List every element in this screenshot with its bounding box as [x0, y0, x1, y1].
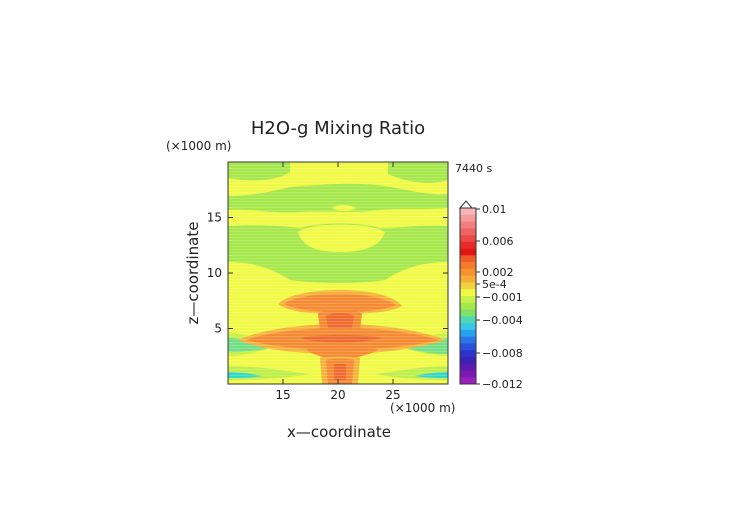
colorbar-swatch-7 — [460, 255, 476, 263]
colorbar-swatch-20 — [460, 343, 476, 351]
colorbar-swatch-8 — [460, 262, 476, 270]
colorbar-swatch-9 — [460, 268, 476, 276]
x-tick-label-1: 20 — [330, 388, 345, 402]
colorbar-swatch-2 — [460, 221, 476, 229]
colorbar-label-1: 0.006 — [482, 235, 514, 248]
colorbar-swatch-3 — [460, 228, 476, 236]
colorbar-swatch-0 — [460, 208, 476, 216]
colorbar-swatch-19 — [460, 336, 476, 344]
x-tick-label-2: 25 — [385, 388, 400, 402]
colorbar-swatch-16 — [460, 316, 476, 324]
colorbar-label-7: −0.012 — [482, 378, 523, 391]
colorbar-swatch-10 — [460, 275, 476, 283]
colorbar-label-6: −0.008 — [482, 347, 523, 360]
colorbar-extend-arrow — [458, 200, 474, 209]
colorbar-label-5: −0.004 — [482, 314, 523, 327]
z-tick-label-0: 5 — [214, 322, 222, 336]
colorbar-swatch-17 — [460, 323, 476, 331]
colorbar-label-4: −0.001 — [482, 291, 523, 304]
z-axis: 5 10 15 — [207, 211, 448, 336]
colorbar-swatch-22 — [460, 356, 476, 364]
colorbar-swatch-6 — [460, 248, 476, 256]
colorbar-label-0: 0.01 — [482, 203, 507, 216]
x-unit-label: (×1000 m) — [390, 401, 455, 415]
colorbar-swatch-18 — [460, 329, 476, 337]
z-tick-label-2: 15 — [207, 211, 222, 225]
y-axis-label: z—coordinate — [184, 222, 202, 325]
colorbar-swatch-5 — [460, 241, 476, 249]
colorbar-swatch-1 — [460, 214, 476, 222]
colorbar-swatch-11 — [460, 282, 476, 290]
colorbar-swatch-13 — [460, 296, 476, 304]
plot-area — [228, 162, 448, 384]
colorbar-swatch-15 — [460, 309, 476, 317]
colorbar-swatch-12 — [460, 289, 476, 297]
x-axis-label: x—coordinate — [287, 423, 391, 441]
z-unit-label: (×1000 m) — [166, 139, 231, 153]
colorbar-label-2: 0.002 — [482, 266, 514, 279]
colorbar-label-3: 5e-4 — [482, 278, 507, 291]
x-axis: 15 20 25 — [275, 162, 401, 402]
colorbar-swatch-23 — [460, 363, 476, 371]
colorbar-swatch-14 — [460, 302, 476, 310]
z-tick-label-1: 10 — [207, 266, 222, 280]
x-tick-label-0: 15 — [275, 388, 290, 402]
time-label: 7440 s — [455, 162, 492, 175]
chart-title: H2O-g Mixing Ratio — [251, 118, 425, 139]
colorbar-swatch-25 — [460, 377, 476, 385]
colorbar-swatch-24 — [460, 370, 476, 378]
colorbar-swatch-4 — [460, 235, 476, 243]
colorbar-swatch-21 — [460, 350, 476, 358]
